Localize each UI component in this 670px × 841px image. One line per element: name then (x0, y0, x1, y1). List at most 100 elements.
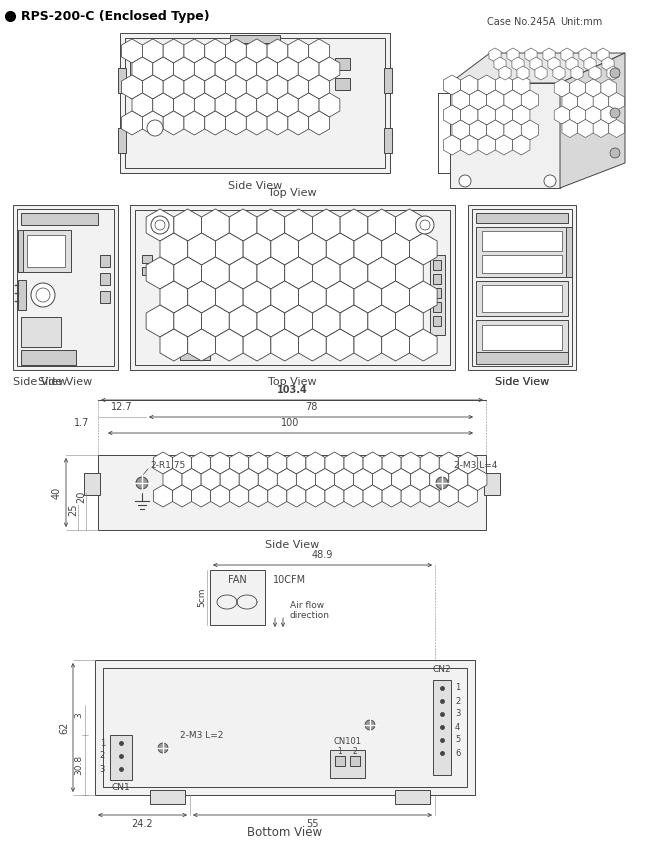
Polygon shape (548, 57, 560, 71)
Bar (476, 320, 568, 355)
Bar (330, 750, 365, 778)
Polygon shape (593, 93, 609, 110)
Text: CN2: CN2 (433, 665, 452, 674)
Polygon shape (153, 452, 173, 474)
Bar (335, 58, 350, 70)
Polygon shape (226, 75, 247, 99)
Polygon shape (306, 452, 325, 474)
Polygon shape (239, 468, 258, 490)
Polygon shape (420, 485, 440, 507)
Polygon shape (188, 233, 216, 265)
Text: 40: 40 (52, 486, 62, 499)
Polygon shape (192, 485, 210, 507)
Text: direction: direction (290, 611, 330, 620)
Text: 3: 3 (100, 764, 105, 774)
Polygon shape (173, 485, 192, 507)
Polygon shape (495, 105, 513, 125)
Text: 103.4: 103.4 (277, 385, 308, 395)
Text: 2: 2 (352, 747, 357, 756)
Bar (21, 317, 61, 347)
Polygon shape (285, 209, 312, 241)
Bar (103, 668, 467, 787)
Polygon shape (312, 305, 340, 337)
Polygon shape (174, 257, 202, 289)
Polygon shape (287, 485, 306, 507)
Polygon shape (271, 233, 299, 265)
Polygon shape (566, 57, 578, 71)
Bar (433, 274, 441, 284)
Text: FAN: FAN (228, 575, 247, 585)
Polygon shape (525, 48, 537, 62)
Text: Side View: Side View (13, 377, 67, 387)
Polygon shape (143, 39, 163, 63)
Text: 48.9: 48.9 (312, 550, 333, 560)
Polygon shape (236, 57, 257, 81)
Polygon shape (122, 75, 143, 99)
Polygon shape (299, 233, 326, 265)
Bar (482, 325, 562, 350)
Polygon shape (249, 452, 268, 474)
Polygon shape (340, 305, 368, 337)
Polygon shape (562, 119, 578, 137)
Polygon shape (277, 57, 298, 81)
Polygon shape (584, 57, 596, 71)
Polygon shape (226, 111, 247, 135)
Polygon shape (163, 39, 184, 63)
Bar (18, 230, 23, 272)
Polygon shape (288, 39, 309, 63)
Polygon shape (344, 452, 363, 474)
Polygon shape (326, 281, 354, 313)
Polygon shape (444, 105, 461, 125)
Polygon shape (247, 75, 267, 99)
Text: 3: 3 (455, 710, 460, 718)
Polygon shape (382, 485, 401, 507)
Polygon shape (554, 106, 569, 124)
Polygon shape (210, 452, 230, 474)
Text: 1: 1 (455, 684, 460, 692)
Polygon shape (202, 209, 229, 241)
Polygon shape (215, 93, 236, 117)
Polygon shape (153, 93, 174, 117)
Text: Bottom View: Bottom View (247, 826, 322, 838)
Text: Case No.245A: Case No.245A (487, 17, 555, 27)
Bar (100, 291, 110, 303)
Polygon shape (586, 106, 601, 124)
Polygon shape (513, 135, 530, 155)
Polygon shape (461, 75, 478, 95)
Polygon shape (440, 485, 458, 507)
Bar (135, 210, 450, 365)
Polygon shape (160, 329, 188, 361)
Bar (335, 756, 345, 766)
Polygon shape (184, 75, 205, 99)
Polygon shape (609, 93, 624, 110)
Polygon shape (268, 452, 287, 474)
Text: 2-M3 L=4: 2-M3 L=4 (454, 461, 497, 469)
Polygon shape (458, 485, 477, 507)
Circle shape (610, 148, 620, 158)
Polygon shape (363, 452, 382, 474)
Text: Unit:mm: Unit:mm (560, 17, 602, 27)
Polygon shape (458, 452, 477, 474)
Text: Side View: Side View (495, 377, 549, 387)
Polygon shape (146, 305, 174, 337)
Polygon shape (373, 468, 392, 490)
Polygon shape (409, 233, 437, 265)
Polygon shape (267, 75, 288, 99)
Polygon shape (184, 111, 205, 135)
Polygon shape (296, 468, 316, 490)
Polygon shape (188, 281, 216, 313)
Polygon shape (354, 468, 373, 490)
Polygon shape (201, 468, 220, 490)
Polygon shape (174, 57, 194, 81)
Polygon shape (226, 39, 247, 63)
Polygon shape (570, 106, 586, 124)
Bar (476, 281, 568, 316)
Polygon shape (229, 305, 257, 337)
Polygon shape (271, 281, 299, 313)
Polygon shape (184, 39, 205, 63)
Polygon shape (354, 233, 382, 265)
Bar (433, 288, 441, 298)
Bar (21, 230, 71, 272)
Bar (476, 213, 568, 223)
Bar (95, 660, 475, 795)
